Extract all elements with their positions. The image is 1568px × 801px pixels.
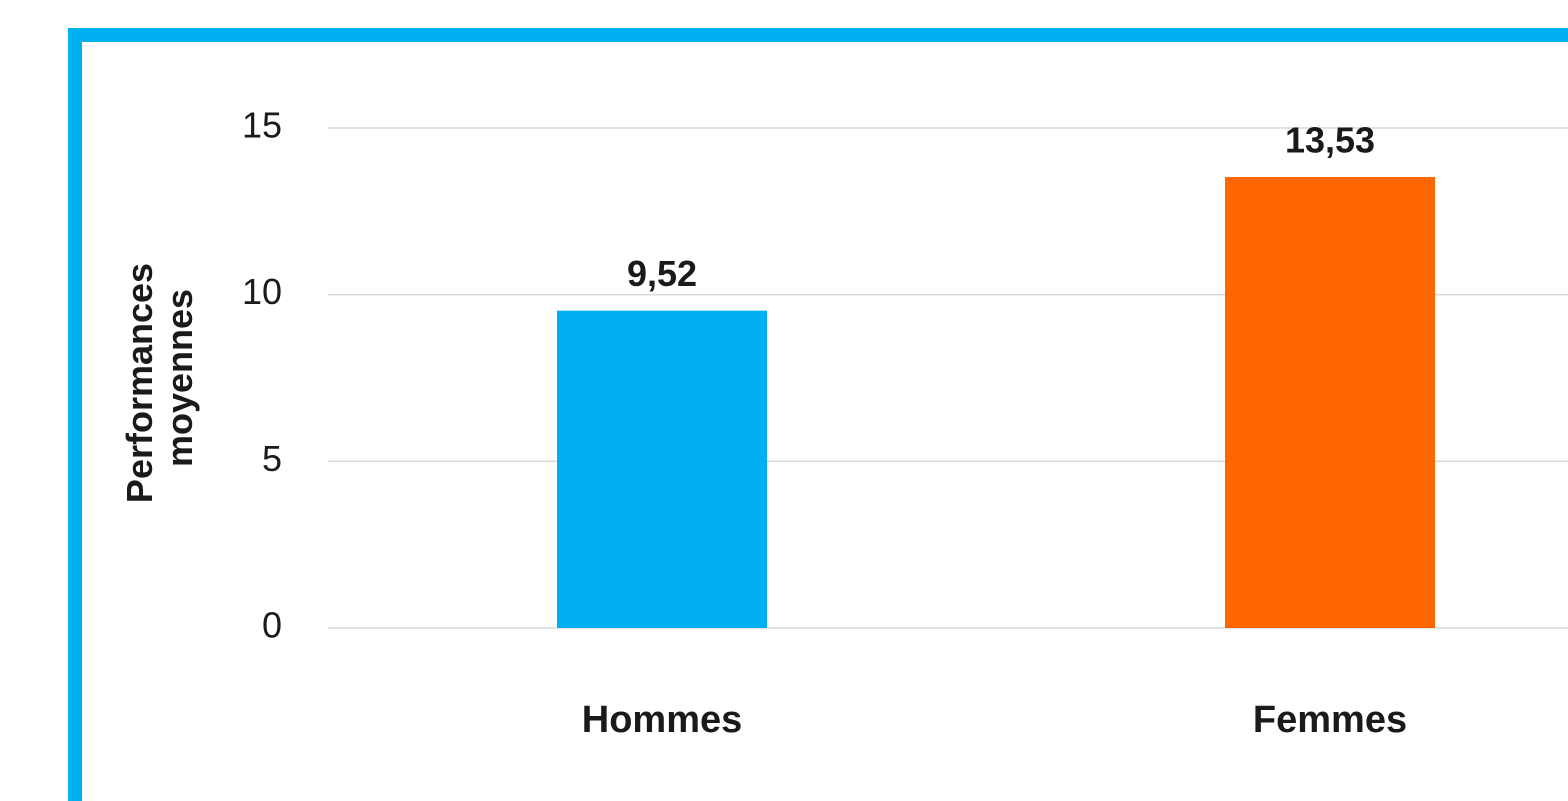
bar [1225,177,1435,628]
value-label: 13,53 [1285,120,1375,161]
x-tick-label: Hommes [582,699,743,741]
y-axis-label: Performances moyennes [119,253,200,503]
value-label: 9,52 [627,253,697,294]
y-tick-label: 10 [242,271,282,312]
y-tick-label: 5 [262,438,282,479]
frame [68,28,1568,801]
y-axis-label-line: Performances [119,263,160,503]
y-tick-label: 15 [242,105,282,146]
bar [557,310,767,628]
y-tick-label: 0 [262,605,282,646]
y-axis-label-line: moyennes [159,289,200,467]
x-tick-label: Femmes [1253,699,1407,741]
